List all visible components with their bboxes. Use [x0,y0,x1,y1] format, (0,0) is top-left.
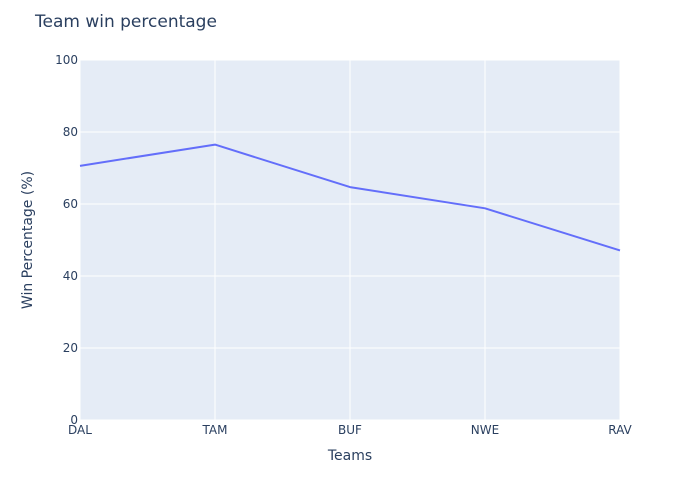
gridlines [79,59,621,421]
x-tick-label: NWE [471,423,499,437]
y-tick-label: 80 [63,125,78,139]
x-tick-label: RAV [608,423,632,437]
x-tick-label: BUF [338,423,362,437]
y-axis-title: Win Percentage (%) [20,171,36,309]
x-tick-label: DAL [68,423,92,437]
y-axis-ticks: 0 20 40 60 80 100 [55,53,78,427]
y-tick-label: 40 [63,269,78,283]
y-tick-label: 60 [63,197,78,211]
y-tick-label: 100 [55,53,78,67]
x-axis-ticks: DAL TAM BUF NWE RAV [68,423,633,437]
x-tick-label: TAM [202,423,228,437]
x-axis-title: Teams [327,448,372,464]
chart-title: Team win percentage [35,12,217,32]
y-tick-label: 0 [70,413,78,427]
y-tick-label: 20 [63,341,78,355]
series-layer [79,143,621,252]
series-line [79,143,621,252]
